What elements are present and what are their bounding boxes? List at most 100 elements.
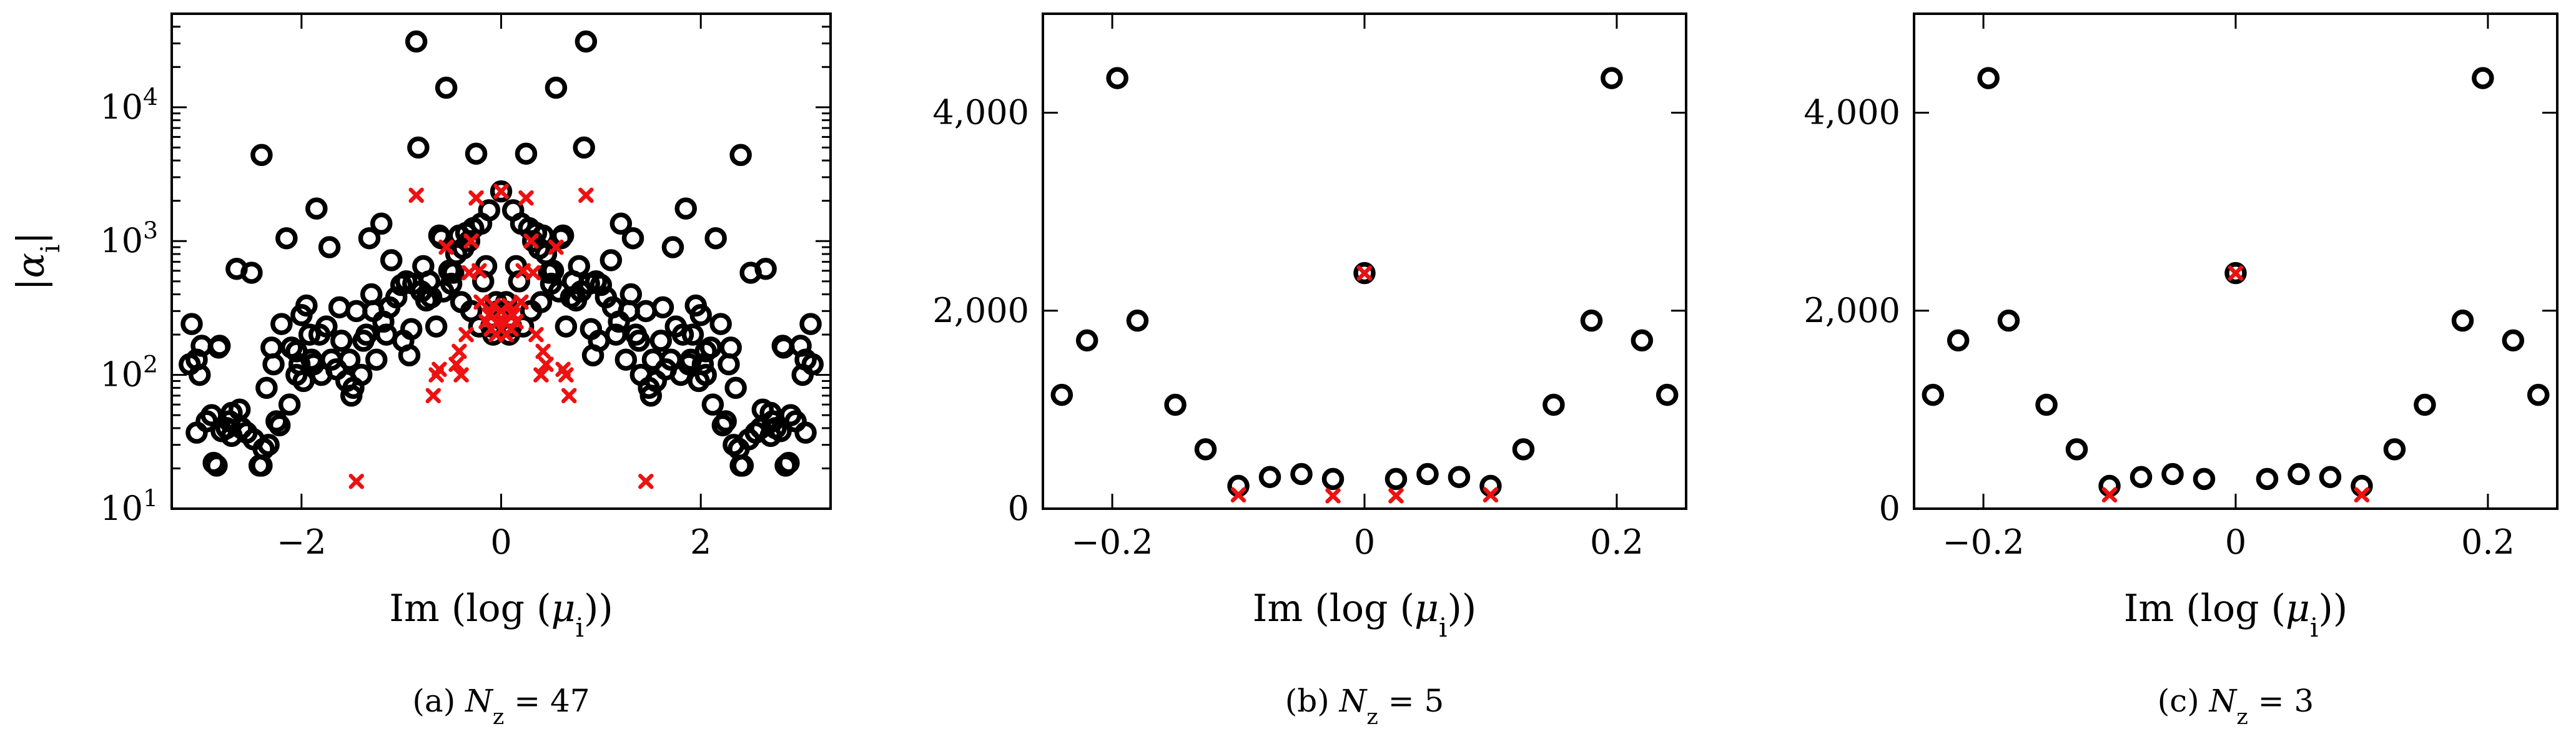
data-point-circle	[619, 283, 643, 306]
data-point-circle	[458, 230, 481, 252]
data-point-circle	[628, 330, 650, 352]
data-point-cross	[408, 187, 424, 203]
data-point-circle	[318, 236, 341, 258]
data-point-circle	[270, 313, 293, 335]
data-point-cross	[1483, 487, 1499, 503]
data-point-circle	[621, 227, 644, 250]
y-tick-label: 101	[100, 484, 158, 528]
x-axis-label: Im (log (μi))	[2124, 587, 2348, 643]
data-point-circle	[338, 348, 361, 371]
markers	[1050, 67, 1679, 504]
data-point-circle	[1164, 393, 1187, 416]
data-point-circle	[478, 199, 501, 222]
x-tick-label: 0	[490, 522, 511, 562]
data-point-circle	[205, 454, 228, 477]
y-tick-label: 2,000	[1804, 291, 1900, 330]
data-point-cross	[538, 356, 554, 372]
data-point-cross	[1388, 488, 1404, 504]
data-point-cross	[518, 190, 534, 206]
data-point-circle	[1997, 309, 2020, 332]
data-point-circle	[573, 136, 595, 159]
data-point-circle	[674, 197, 697, 220]
data-point-circle	[400, 318, 423, 340]
data-point-circle	[651, 296, 674, 319]
data-point-circle	[600, 249, 623, 272]
data-point-circle	[709, 313, 732, 335]
data-point-circle	[250, 144, 273, 167]
data-point-circle	[1321, 468, 1345, 491]
data-point-circle	[365, 348, 388, 371]
data-point-circle	[2035, 393, 2058, 416]
data-point-circle	[2502, 329, 2525, 352]
data-point-cross	[1230, 487, 1246, 503]
data-point-cross	[452, 343, 467, 360]
data-point-circle	[605, 323, 628, 346]
data-point-circle	[350, 363, 373, 386]
data-point-circle	[541, 260, 565, 282]
data-point-circle	[754, 257, 777, 280]
data-point-cross	[468, 190, 484, 206]
data-point-circle	[689, 304, 712, 326]
data-point-circle	[2256, 468, 2279, 491]
data-point-circle	[794, 421, 817, 444]
data-point-cross	[425, 388, 442, 404]
data-point-circle	[425, 315, 448, 338]
data-point-cross	[471, 263, 487, 279]
data-point-circle	[1580, 309, 1603, 332]
data-point-circle	[240, 262, 263, 284]
data-point-circle	[1542, 393, 1565, 416]
y-tick-label: 0	[1008, 489, 1029, 528]
data-point-circle	[370, 212, 393, 235]
data-point-circle	[305, 197, 328, 220]
data-point-circle	[681, 323, 704, 346]
data-point-circle	[568, 255, 590, 278]
data-point-circle	[398, 344, 421, 367]
data-point-circle	[1601, 67, 1623, 89]
data-point-circle	[278, 393, 301, 416]
data-point-circle	[551, 224, 575, 247]
data-point-circle	[2451, 309, 2474, 332]
data-point-circle	[1384, 468, 1408, 491]
data-point-cross	[535, 343, 551, 360]
data-point-circle	[1290, 463, 1313, 486]
data-point-cross	[548, 239, 564, 255]
data-point-cross	[558, 367, 574, 383]
data-point-circle	[435, 76, 458, 99]
chart-panel-0: 101 102 103 104 −2 0 2 Im (log (μi)) |αi| (a) Nz …	[9, 12, 832, 730]
data-point-circle	[1631, 329, 1654, 352]
subfigure-caption: (b) Nz = 5	[1285, 683, 1444, 730]
data-point-circle	[691, 353, 714, 376]
x-tick-label: 2	[690, 522, 711, 562]
x-axis-label: Im (log (μi))	[1253, 587, 1477, 643]
data-point-cross	[1325, 488, 1341, 504]
data-point-circle	[315, 315, 338, 338]
data-point-cross	[513, 294, 529, 310]
data-point-circle	[609, 212, 633, 235]
data-point-cross	[2354, 487, 2370, 503]
data-point-circle	[575, 30, 598, 53]
data-point-circle	[1947, 329, 1970, 352]
data-point-circle	[355, 323, 378, 346]
data-point-circle	[614, 348, 638, 371]
data-point-circle	[2414, 393, 2436, 416]
y-axis-label: |αi|	[9, 232, 66, 290]
x-tick-label: −0.2	[1943, 522, 2025, 562]
data-point-cross	[348, 473, 364, 489]
data-point-circle	[649, 330, 673, 352]
data-point-circle	[385, 286, 408, 309]
data-point-circle	[1922, 383, 1945, 406]
data-point-cross	[493, 184, 509, 199]
data-point-circle	[799, 313, 822, 335]
data-point-cross	[501, 298, 517, 313]
data-point-circle	[2527, 383, 2550, 406]
plot-frame	[1042, 12, 1687, 510]
data-point-circle	[1353, 262, 1376, 285]
data-point-cross	[638, 473, 654, 489]
data-point-cross	[473, 294, 489, 310]
data-point-circle	[1258, 466, 1281, 488]
data-point-cross	[523, 233, 539, 249]
data-point-circle	[380, 249, 403, 272]
data-point-circle	[724, 376, 747, 399]
y-tick-label: 4,000	[932, 93, 1029, 132]
